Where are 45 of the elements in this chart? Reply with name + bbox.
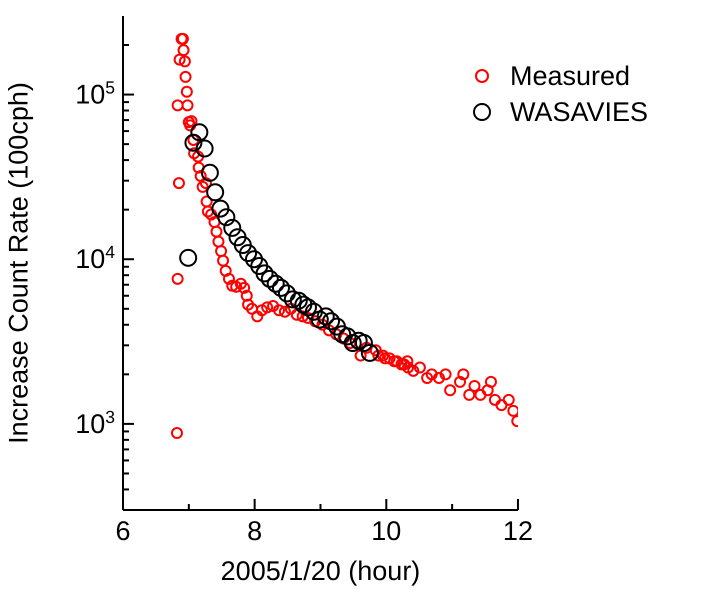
point	[244, 250, 263, 268]
point	[206, 183, 224, 202]
point	[328, 318, 346, 336]
y-axis-title: Increase Count Rate (100cph)	[4, 82, 34, 444]
point	[298, 298, 317, 316]
point	[223, 218, 242, 237]
point	[322, 312, 340, 330]
point	[217, 208, 236, 226]
point	[228, 228, 247, 246]
x-tick-label: 12	[502, 516, 533, 546]
point	[304, 302, 323, 321]
point	[184, 134, 202, 152]
y-tick-label: 10$^{5}$	[75, 78, 116, 110]
point	[284, 290, 302, 308]
x-axis-title: 2005/1/20 (hour)	[220, 556, 420, 586]
x-tick-label: 10	[371, 516, 402, 546]
point	[338, 327, 356, 346]
point	[354, 334, 373, 352]
x-tick-label: 8	[247, 516, 262, 546]
point	[256, 264, 274, 282]
point	[316, 307, 335, 326]
point	[344, 334, 362, 352]
x-tick-label: 6	[115, 516, 131, 546]
point	[350, 332, 368, 350]
point	[294, 296, 312, 314]
point	[272, 278, 290, 297]
legend-label: Measured	[510, 60, 630, 93]
y-tick-label: 10$^{4}$	[75, 242, 116, 274]
y-tick-label: 10$^{3}$	[75, 406, 115, 439]
point	[260, 270, 279, 288]
point	[360, 344, 379, 362]
point	[266, 274, 285, 293]
point	[211, 200, 230, 218]
point	[234, 236, 252, 254]
point	[196, 140, 214, 158]
point	[250, 256, 268, 275]
point	[278, 284, 296, 302]
point	[310, 310, 329, 329]
point	[200, 164, 219, 182]
point	[333, 325, 352, 344]
point	[190, 123, 208, 142]
legend-label: WASAVIES	[510, 96, 648, 129]
point	[290, 292, 308, 310]
point	[179, 248, 198, 267]
point	[239, 244, 258, 262]
